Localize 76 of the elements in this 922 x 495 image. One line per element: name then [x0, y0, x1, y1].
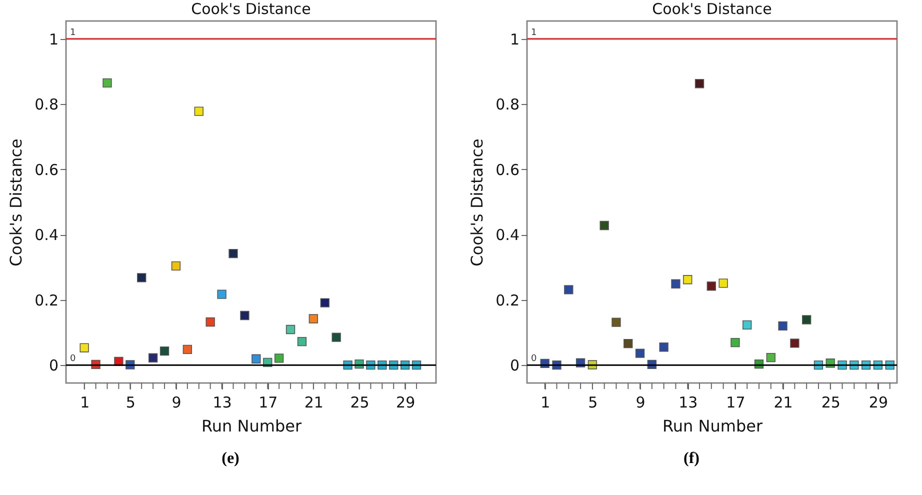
y-tick-label: 0.2: [496, 291, 520, 310]
point: [308, 314, 318, 324]
x-tick-label: 13: [678, 394, 698, 412]
point: [742, 320, 752, 330]
point: [228, 248, 238, 258]
x-tick-label: 17: [726, 394, 746, 412]
point: [659, 342, 668, 352]
chart-title: Cook's Distance: [652, 0, 772, 18]
point: [80, 343, 89, 352]
point: [137, 273, 146, 282]
x-axis-title: Run Number: [201, 416, 302, 436]
ref-line-label: 1: [531, 28, 537, 38]
point: [718, 278, 728, 288]
point: [730, 338, 740, 348]
y-tick-label: 1: [510, 30, 520, 48]
y-tick-label: 0.8: [34, 96, 58, 114]
point: [297, 337, 307, 346]
y-tick-label: 0: [510, 356, 520, 375]
point: [182, 344, 192, 354]
x-tick-label: 21: [774, 394, 793, 412]
point: [802, 315, 812, 324]
x-tick-label: 29: [396, 394, 416, 412]
y-tick-label: 0.4: [496, 226, 520, 244]
point: [102, 78, 112, 88]
x-tick-label: 29: [868, 394, 888, 412]
point: [600, 220, 609, 230]
point: [274, 354, 284, 363]
text: (f): [682, 450, 700, 468]
y-axis-title: Cook's Distance: [6, 138, 26, 266]
point: [683, 275, 692, 284]
point: [286, 324, 296, 334]
x-tick-label: 9: [636, 394, 646, 412]
x-tick-label: 5: [588, 394, 598, 412]
y-tick-label: 1: [48, 30, 58, 48]
point: [252, 354, 261, 364]
x-tick-label: 1: [80, 394, 90, 412]
y-tick-label: 0.6: [496, 160, 520, 179]
ref-line-label: 0: [531, 354, 537, 364]
point: [624, 338, 633, 348]
x-tick-label: 25: [821, 394, 840, 412]
point: [790, 338, 800, 348]
point: [217, 290, 226, 299]
x-tick-label: 13: [212, 394, 232, 412]
x-tick-label: 1: [540, 394, 550, 412]
point: [171, 261, 181, 271]
point: [332, 332, 341, 342]
x-tick-label: 5: [126, 394, 136, 412]
x-tick-label: 17: [258, 394, 278, 412]
point: [194, 106, 204, 116]
point: [206, 317, 215, 327]
point: [766, 352, 776, 362]
ref-line-label: 1: [70, 28, 76, 38]
x-tick-label: 9: [172, 394, 182, 412]
point: [612, 318, 621, 327]
chart-title: Cook's Distance: [191, 0, 311, 18]
text: (e): [220, 450, 240, 468]
y-tick-label: 0.4: [34, 226, 58, 244]
point: [635, 348, 645, 358]
point: [564, 285, 574, 294]
point: [694, 79, 704, 88]
y-tick-label: 0.2: [34, 291, 58, 310]
y-tick-label: 0.6: [34, 160, 58, 179]
y-tick-label: 0.8: [496, 96, 520, 114]
point: [706, 282, 716, 291]
x-axis-title: Run Number: [662, 416, 763, 436]
y-tick-label: 0: [48, 356, 58, 375]
point: [671, 279, 680, 288]
x-tick-label: 25: [350, 394, 370, 412]
point: [778, 321, 788, 331]
point: [240, 310, 250, 320]
point: [148, 353, 158, 362]
x-tick-label: 21: [304, 394, 324, 412]
point: [320, 298, 330, 308]
ref-line-label: 0: [70, 354, 76, 364]
point: [160, 346, 170, 356]
y-axis-title: Cook's Distance: [468, 138, 487, 266]
